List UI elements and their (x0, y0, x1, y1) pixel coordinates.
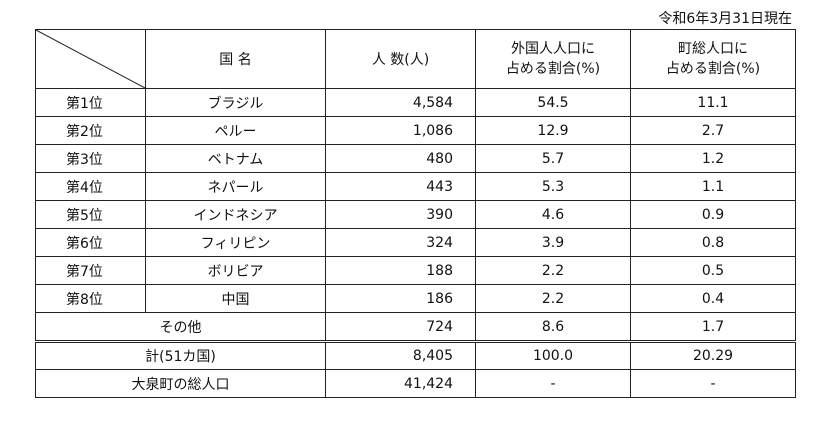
rank-cell: 第2位 (35, 116, 146, 145)
pct-foreign-cell: 5.3 (475, 172, 631, 201)
population-cell: 186 (325, 284, 476, 313)
population-cell: 390 (325, 200, 476, 229)
pct-total-cell: 11.1 (630, 88, 796, 117)
population-cell: 4,584 (325, 88, 476, 117)
rank-cell: 第3位 (35, 144, 146, 173)
table-row: 第1位 ブラジル 4,584 54.5 11.1 (35, 88, 796, 117)
rank-cell: 第7位 (35, 256, 146, 285)
pct-total-cell: 1.2 (630, 144, 796, 173)
table-row: 第7位 ボリビア 188 2.2 0.5 (35, 256, 796, 285)
pct-foreign-cell: 3.9 (475, 228, 631, 257)
rank-cell: 第1位 (35, 88, 146, 117)
country-cell: 中国 (145, 284, 326, 313)
population-cell: 443 (325, 172, 476, 201)
pct-total-cell: 0.4 (630, 284, 796, 313)
header-row: 国 名 人 数(人) 外国人人口に 占める割合(%) 町総人口に 占める割合(%… (35, 29, 796, 89)
town-pct-total: - (630, 369, 796, 398)
pct-total-cell: 0.5 (630, 256, 796, 285)
table-row: 第5位 インドネシア 390 4.6 0.9 (35, 200, 796, 229)
pct-foreign-cell: 54.5 (475, 88, 631, 117)
other-pct-foreign: 8.6 (475, 312, 631, 342)
total-label: 計(51カ国) (35, 340, 326, 370)
as-of-date: 令和6年3月31日現在 (658, 11, 792, 27)
foreign-population-table: 国 名 人 数(人) 外国人人口に 占める割合(%) 町総人口に 占める割合(%… (35, 29, 796, 398)
country-cell: インドネシア (145, 200, 326, 229)
header-pct-foreign: 外国人人口に 占める割合(%) (475, 29, 631, 89)
population-cell: 188 (325, 256, 476, 285)
rank-cell: 第8位 (35, 284, 146, 313)
header-country: 国 名 (145, 29, 326, 89)
country-cell: ネパール (145, 172, 326, 201)
pct-foreign-cell: 2.2 (475, 256, 631, 285)
population-cell: 324 (325, 228, 476, 257)
other-row: その他 724 8.6 1.7 (35, 312, 796, 342)
town-population: 41,424 (325, 369, 476, 398)
total-pct-foreign: 100.0 (475, 340, 631, 370)
header-population: 人 数(人) (325, 29, 476, 89)
country-cell: ペルー (145, 116, 326, 145)
country-cell: フィリピン (145, 228, 326, 257)
country-cell: ベトナム (145, 144, 326, 173)
other-pct-total: 1.7 (630, 312, 796, 342)
table-row: 第3位 ベトナム 480 5.7 1.2 (35, 144, 796, 173)
town-pct-foreign: - (475, 369, 631, 398)
corner-cell (35, 29, 146, 89)
table-row: 第8位 中国 186 2.2 0.4 (35, 284, 796, 313)
diagonal-line (36, 30, 145, 88)
pct-foreign-cell: 2.2 (475, 284, 631, 313)
rank-cell: 第5位 (35, 200, 146, 229)
country-cell: ボリビア (145, 256, 326, 285)
other-population: 724 (325, 312, 476, 342)
header-pct-foreign-line1: 外国人人口に (511, 41, 595, 57)
town-row: 大泉町の総人口 41,424 - - (35, 369, 796, 398)
total-population: 8,405 (325, 340, 476, 370)
pct-total-cell: 0.8 (630, 228, 796, 257)
country-cell: ブラジル (145, 88, 326, 117)
rank-cell: 第4位 (35, 172, 146, 201)
pct-total-cell: 0.9 (630, 200, 796, 229)
rank-cell: 第6位 (35, 228, 146, 257)
pct-foreign-cell: 4.6 (475, 200, 631, 229)
pct-foreign-cell: 12.9 (475, 116, 631, 145)
pct-total-cell: 1.1 (630, 172, 796, 201)
other-label: その他 (35, 312, 326, 342)
pct-total-cell: 2.7 (630, 116, 796, 145)
header-pct-total: 町総人口に 占める割合(%) (630, 29, 796, 89)
total-pct-total: 20.29 (630, 340, 796, 370)
header-pct-total-line2: 占める割合(%) (665, 61, 761, 77)
header-pct-total-line1: 町総人口に (678, 41, 748, 57)
total-row: 計(51カ国) 8,405 100.0 20.29 (35, 340, 796, 370)
population-cell: 1,086 (325, 116, 476, 145)
table-row: 第6位 フィリピン 324 3.9 0.8 (35, 228, 796, 257)
town-label: 大泉町の総人口 (35, 369, 326, 398)
pct-foreign-cell: 5.7 (475, 144, 631, 173)
population-cell: 480 (325, 144, 476, 173)
header-pct-foreign-line2: 占める割合(%) (505, 61, 601, 77)
table-row: 第4位 ネパール 443 5.3 1.1 (35, 172, 796, 201)
table-row: 第2位 ペルー 1,086 12.9 2.7 (35, 116, 796, 145)
